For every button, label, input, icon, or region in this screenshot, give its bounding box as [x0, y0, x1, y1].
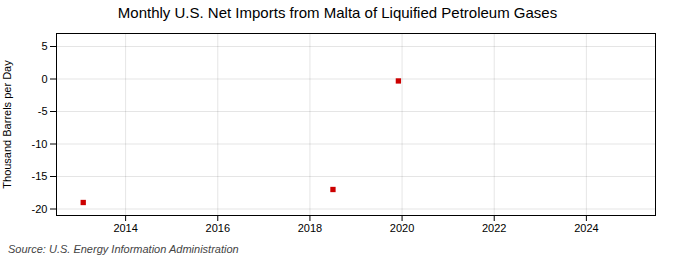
svg-text:2024: 2024	[574, 222, 598, 234]
svg-text:-15: -15	[32, 170, 48, 182]
svg-text:Thousand Barrels per Day: Thousand Barrels per Day	[1, 60, 13, 189]
svg-text:-5: -5	[38, 105, 48, 117]
svg-text:2014: 2014	[113, 222, 137, 234]
svg-text:2016: 2016	[206, 222, 230, 234]
html-text:Source: U.S. Energy Informatio: Source: U.S. Energy Information Administ…	[8, 243, 239, 255]
svg-text:2018: 2018	[298, 222, 322, 234]
svg-text:0: 0	[41, 73, 47, 85]
svg-text:-20: -20	[32, 203, 48, 215]
svg-text:-10: -10	[32, 138, 48, 150]
html-text:Monthly U.S. Net Imports from: Monthly U.S. Net Imports from Malta of L…	[117, 4, 558, 21]
svg-text:2020: 2020	[390, 222, 414, 234]
svg-text:2022: 2022	[482, 222, 506, 234]
svg-text:5: 5	[41, 40, 47, 52]
